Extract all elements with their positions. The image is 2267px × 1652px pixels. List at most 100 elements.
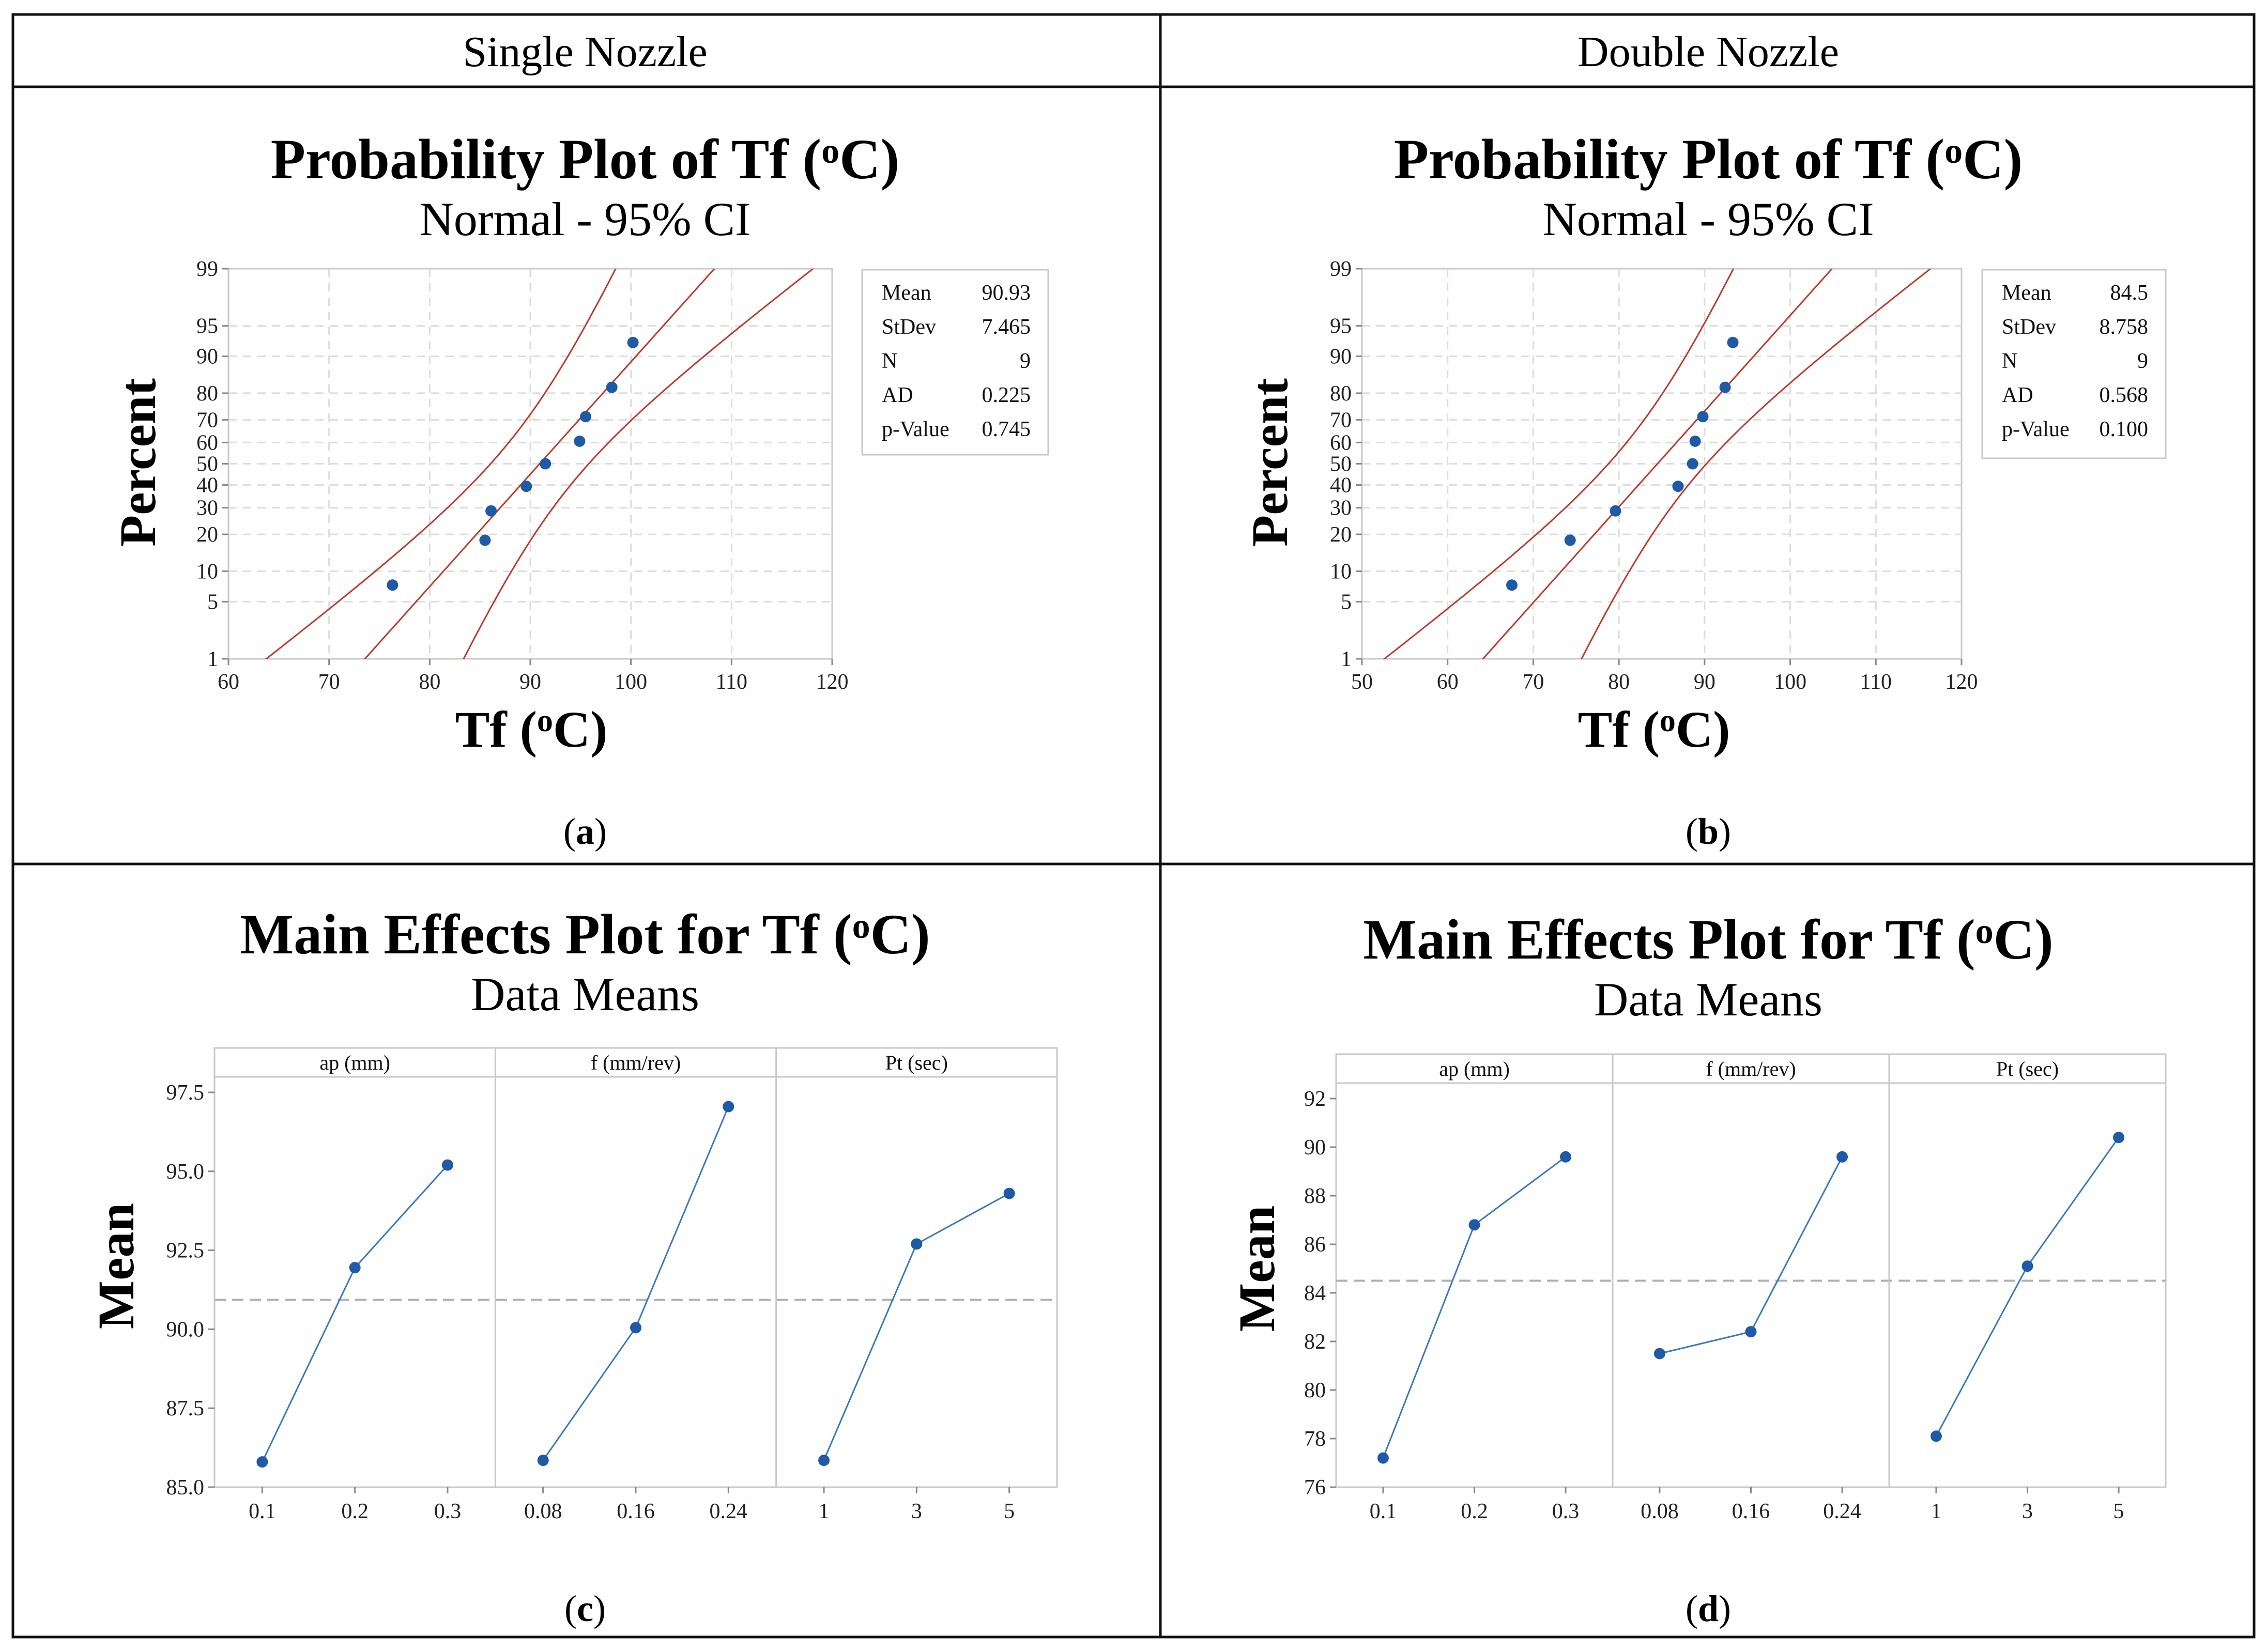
y-tick-label: 76 — [1304, 1476, 1326, 1500]
factor-strip-label: f (mm/rev) — [1706, 1057, 1796, 1080]
x-tick-label: 5 — [2113, 1500, 2124, 1523]
panel-d-subtitle: Data Means — [1594, 973, 1822, 1026]
data-point — [1719, 381, 1731, 393]
mean-point — [441, 1159, 453, 1171]
y-tick-label: 90 — [196, 345, 218, 369]
plot-area — [213, 1047, 1058, 1488]
legend-label-ad: AD — [2002, 383, 2033, 407]
legend-value-stdev: 7.465 — [982, 315, 1031, 339]
x-tick-label: 100 — [1774, 670, 1806, 694]
legend-value-pvalue: 0.100 — [2100, 418, 2149, 441]
data-point — [1610, 505, 1621, 517]
legend-value-mean: 84.5 — [2110, 281, 2149, 305]
x-tick-label: 0.3 — [434, 1500, 462, 1523]
x-tick-label: 80 — [419, 670, 440, 694]
legend-label-stdev: StDev — [2002, 315, 2056, 339]
legend-value-stdev: 8.758 — [2100, 315, 2149, 339]
panel-d-label: (d) — [1686, 1588, 1731, 1629]
panel-b-title: Probability Plot of Tf (oC) — [1394, 128, 2023, 191]
legend-value-ad: 0.225 — [982, 383, 1031, 407]
x-tick-label: 110 — [716, 670, 747, 694]
legend-value-ad: 0.568 — [2100, 383, 2149, 407]
y-tick-label: 97.5 — [166, 1081, 205, 1105]
y-tick-label: 80 — [196, 382, 218, 406]
factor-strip-label: ap (mm) — [319, 1051, 390, 1074]
y-tick-label: 99 — [1330, 257, 1352, 281]
x-tick-label: 1 — [1931, 1500, 1941, 1523]
mean-point — [1745, 1326, 1757, 1338]
legend-value-mean: 90.93 — [982, 281, 1031, 305]
y-tick-label: 5 — [1341, 590, 1352, 614]
legend-label-ad: AD — [882, 383, 913, 407]
y-tick-label: 40 — [196, 474, 218, 498]
y-tick-label: 90.0 — [166, 1318, 205, 1341]
data-point — [540, 458, 552, 470]
mean-point — [1003, 1187, 1015, 1199]
x-tick-label: 1 — [819, 1500, 830, 1523]
data-point — [606, 381, 618, 393]
panel-a-legend: Mean 90.93 StDev 7.465 N 9 AD 0.225 p-Value 0.745 — [861, 269, 1049, 456]
y-tick-label: 80 — [1330, 382, 1352, 406]
y-tick-label: 90 — [1330, 345, 1352, 369]
data-point — [485, 505, 497, 517]
legend-label-pvalue: p-Value — [2002, 418, 2070, 441]
panel-c-subtitle: Data Means — [471, 968, 699, 1021]
y-tick-label: 95 — [196, 315, 218, 338]
x-tick-label: 0.24 — [1823, 1500, 1861, 1523]
ci-lower-line — [265, 269, 617, 659]
factor-strip-label: Pt (sec) — [885, 1051, 948, 1074]
panel-a-title: Probability Plot of Tf (oC) — [271, 128, 899, 191]
panel-b-xlabel: Tf (oC) — [1578, 701, 1730, 758]
data-point — [580, 411, 592, 423]
y-tick-label: 90 — [1304, 1136, 1326, 1160]
y-tick-label: 84 — [1304, 1282, 1326, 1305]
x-tick-label: 0.16 — [617, 1500, 655, 1523]
mean-point — [349, 1262, 361, 1274]
x-tick-label: 60 — [218, 670, 239, 694]
y-tick-label: 50 — [196, 453, 218, 476]
y-tick-label: 20 — [1330, 523, 1352, 547]
factor-strip-label: ap (mm) — [1439, 1057, 1510, 1080]
x-tick-label: 50 — [1351, 670, 1373, 694]
y-tick-label: 92 — [1304, 1087, 1326, 1111]
plot-area — [1335, 1053, 2167, 1488]
x-tick-label: 3 — [2022, 1500, 2033, 1523]
y-tick-label: 86 — [1304, 1233, 1326, 1257]
x-tick-label: 0.3 — [1552, 1500, 1580, 1523]
data-point — [1506, 579, 1518, 591]
legend-value-pvalue: 0.745 — [982, 418, 1031, 441]
y-tick-label: 95.0 — [166, 1160, 205, 1184]
data-point — [1697, 411, 1709, 423]
x-tick-label: 0.08 — [1641, 1500, 1679, 1523]
x-tick-label: 100 — [615, 670, 647, 694]
x-tick-label: 3 — [911, 1500, 922, 1523]
x-tick-label: 0.16 — [1732, 1500, 1770, 1523]
panel-d-main-effects-plot: 76 78 80 82 84 86 88 90 92 ap (mm) 0.1 0.2 0.3 f (mm/… — [1304, 1053, 2167, 1523]
y-tick-label: 87.5 — [166, 1397, 205, 1421]
y-tick-label: 88 — [1304, 1184, 1326, 1208]
data-point — [1687, 458, 1698, 470]
panel-b-legend: Mean 84.5 StDev 8.758 N 9 AD 0.568 p-Value 0.100 — [1981, 269, 2167, 459]
panel-a-label: (a) — [563, 811, 607, 852]
mean-point — [1560, 1151, 1572, 1163]
legend-label-pvalue: p-Value — [882, 418, 949, 441]
panel-a-subtitle: Normal - 95% CI — [419, 193, 750, 245]
data-point — [627, 336, 639, 348]
y-tick-label: 50 — [1330, 453, 1352, 476]
table-frame — [11, 13, 2256, 1639]
legend-label-n: N — [882, 349, 897, 373]
factor-strip-label: f (mm/rev) — [591, 1051, 681, 1074]
mean-point — [2021, 1260, 2033, 1272]
mean-point — [1468, 1219, 1480, 1231]
data-point — [574, 435, 586, 447]
panel-b-probability-plot: 50 60 70 80 90 100 110 120151020304050607080909… — [1330, 257, 1978, 694]
mean-point — [1836, 1151, 1848, 1163]
x-tick-label: 120 — [816, 670, 849, 694]
legend-label-mean: Mean — [2002, 281, 2051, 305]
y-tick-label: 70 — [1330, 408, 1352, 432]
legend-value-n: 9 — [2137, 349, 2148, 373]
ci-upper-line — [1581, 269, 1932, 659]
data-point — [1564, 534, 1576, 546]
y-tick-label: 30 — [196, 497, 218, 520]
x-tick-label: 110 — [1860, 670, 1892, 694]
